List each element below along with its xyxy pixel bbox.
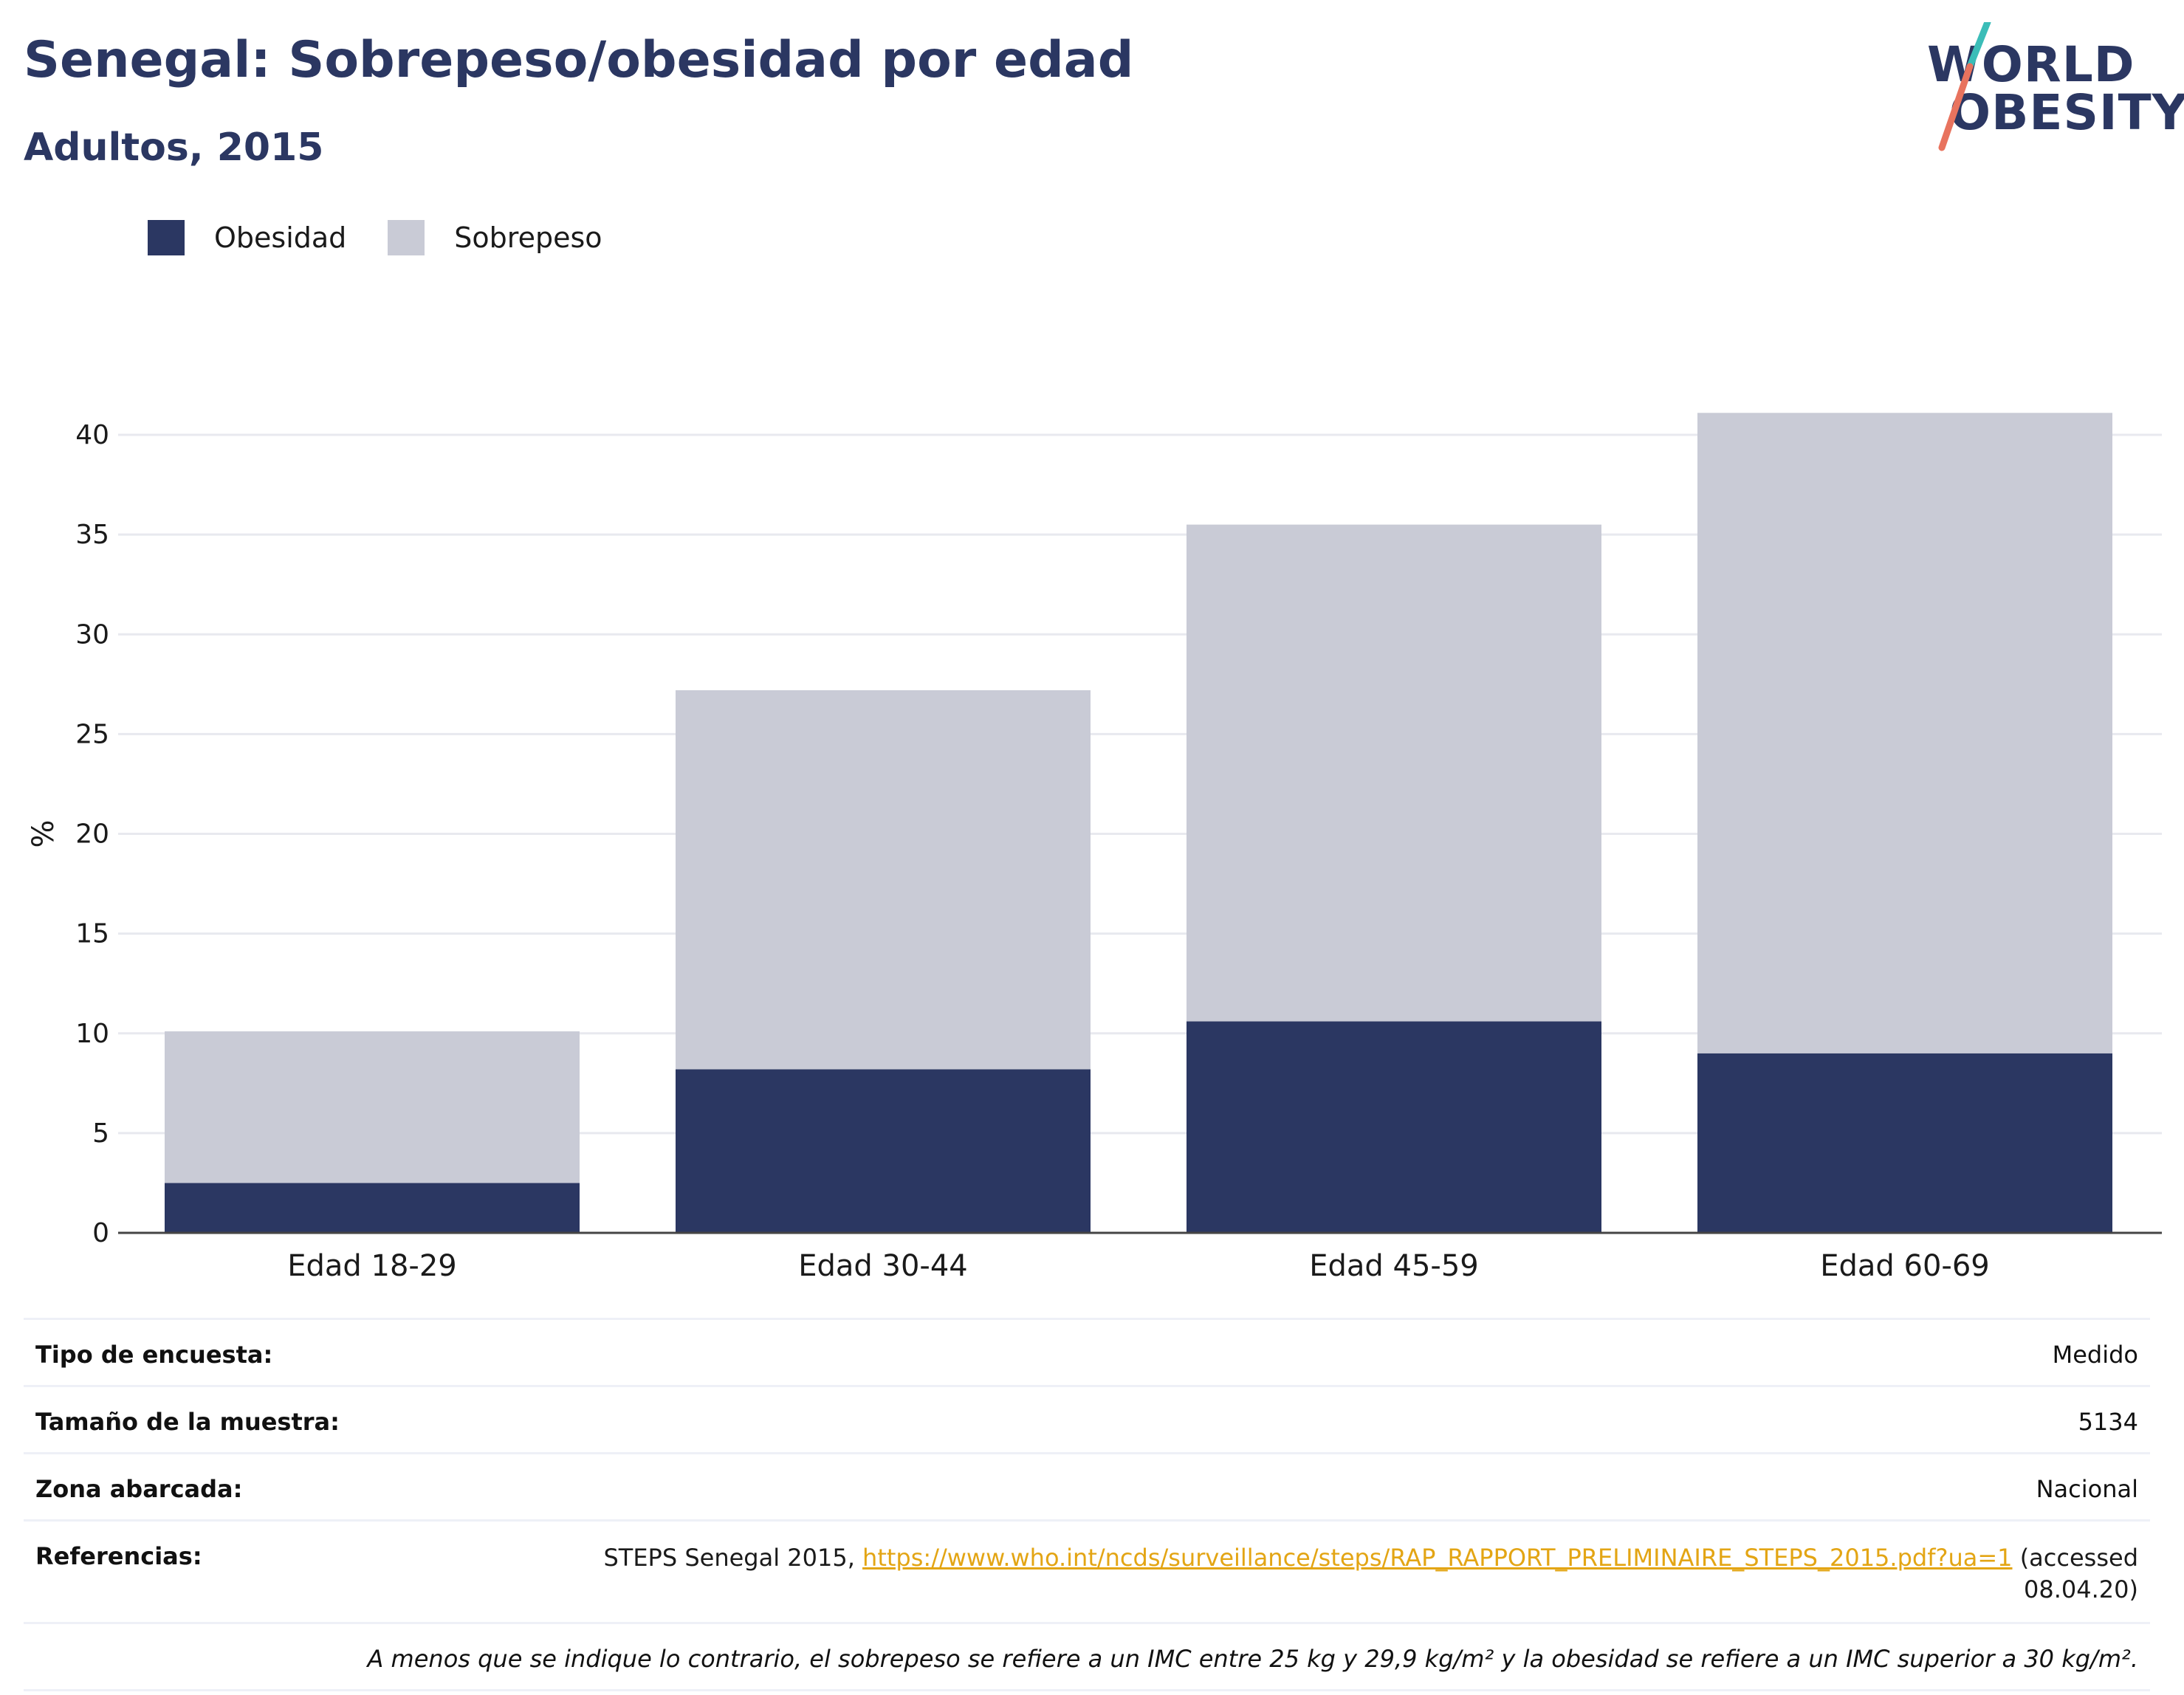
references-suffix: (accessed 08.04.20) xyxy=(2012,1544,2138,1604)
legend-label-sobrepeso: Sobrepeso xyxy=(454,221,602,254)
bar-sobrepeso-4 xyxy=(1697,413,2112,1053)
chart-title: Senegal: Sobrepeso/obesidad por edad xyxy=(24,31,1134,89)
info-row-sample-size: Tamaño de la muestra: 5134 xyxy=(24,1385,2150,1452)
y-tick-label: 40 xyxy=(75,420,109,450)
info-row-references: Referencias: STEPS Senegal 2015, https:/… xyxy=(24,1519,2150,1622)
legend-item-sobrepeso[interactable]: Sobrepeso xyxy=(388,220,602,255)
bar-obesidad-1 xyxy=(165,1183,580,1233)
y-tick-label: 35 xyxy=(75,520,109,550)
y-tick-label: 5 xyxy=(92,1118,109,1149)
references-label: Referencias: xyxy=(35,1542,202,1570)
info-row-note: A menos que se indique lo contrario, el … xyxy=(24,1622,2150,1692)
logo-slash-icon xyxy=(1938,22,1991,151)
bar-sobrepeso-2 xyxy=(676,690,1091,1070)
chart-subtitle: Adultos, 2015 xyxy=(24,126,324,170)
references-prefix: STEPS Senegal 2015, xyxy=(603,1544,863,1572)
bar-sobrepeso-1 xyxy=(165,1031,580,1183)
legend-item-obesidad[interactable]: Obesidad xyxy=(148,220,346,255)
sample-size-label: Tamaño de la muestra: xyxy=(35,1408,340,1436)
y-tick-label: 20 xyxy=(75,819,109,850)
chart-legend: Obesidad Sobrepeso xyxy=(148,220,644,255)
x-tick-label: Edad 45-59 xyxy=(1309,1249,1479,1283)
y-tick-label: 30 xyxy=(75,619,109,650)
legend-swatch-sobrepeso xyxy=(388,220,425,255)
x-tick-label: Edad 60-69 xyxy=(1820,1249,1990,1283)
y-tick-label: 25 xyxy=(75,719,109,749)
references-value: STEPS Senegal 2015, https://www.who.int/… xyxy=(514,1542,2138,1606)
info-row-area: Zona abarcada: Nacional xyxy=(24,1452,2150,1519)
survey-type-label: Tipo de encuesta: xyxy=(35,1341,273,1369)
bar-obesidad-3 xyxy=(1187,1021,1601,1233)
y-tick-label: 15 xyxy=(75,919,109,949)
logo-line-2: OBESITY xyxy=(1949,84,2184,141)
area-value: Nacional xyxy=(2036,1475,2138,1503)
y-tick-label: 0 xyxy=(92,1218,109,1248)
y-tick-label: 10 xyxy=(75,1019,109,1049)
bar-obesidad-4 xyxy=(1697,1053,2112,1233)
x-tick-label: Edad 30-44 xyxy=(798,1249,968,1283)
stacked-bar-chart: 0 5 10 15 20 25 30 35 40% Edad 18-29 Edad 30-44 Eda… xyxy=(27,413,2162,1283)
x-tick-label: Edad 18-29 xyxy=(287,1249,457,1283)
bar-sobrepeso-3 xyxy=(1187,524,1601,1022)
info-row-survey-type: Tipo de encuesta: Medido xyxy=(24,1318,2150,1385)
legend-label-obesidad: Obesidad xyxy=(214,221,347,254)
legend-swatch-obesidad xyxy=(148,220,185,255)
area-label: Zona abarcada: xyxy=(35,1475,243,1503)
survey-info-table: Tipo de encuesta: Medido Tamaño de la mu… xyxy=(24,1318,2150,1692)
world-obesity-logo: WORLD OBESITY xyxy=(1927,22,2184,155)
survey-type-value: Medido xyxy=(2052,1341,2138,1369)
sample-size-value: 5134 xyxy=(2078,1408,2138,1436)
bar-obesidad-2 xyxy=(676,1069,1091,1233)
y-axis-label: % xyxy=(27,819,61,848)
references-link[interactable]: https://www.who.int/ncds/surveillance/st… xyxy=(862,1544,2013,1572)
definition-note: A menos que se indique lo contrario, el … xyxy=(367,1645,2138,1674)
